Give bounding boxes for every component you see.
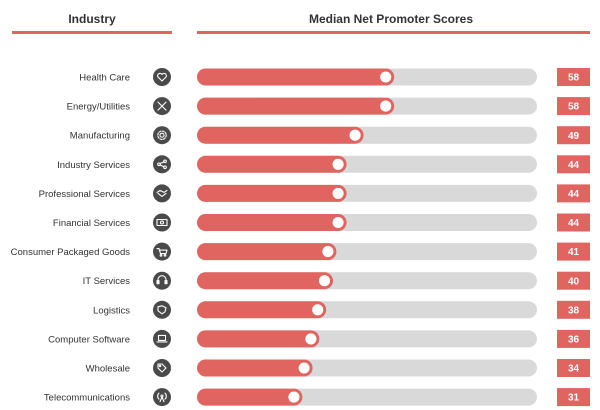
- category-label: Logistics: [93, 305, 130, 316]
- chart-row: Computer Software 36: [48, 329, 590, 348]
- value-box: [557, 300, 590, 319]
- value-box: [557, 359, 590, 377]
- money-bill-icon: [153, 213, 171, 232]
- map-region-icon: [153, 300, 171, 319]
- bar: [197, 155, 347, 173]
- chart-row: Wholesale 34: [86, 359, 590, 377]
- bar: [197, 272, 333, 290]
- value-label: 31: [568, 393, 580, 404]
- bar-knob: [331, 215, 346, 230]
- value-box: [557, 242, 590, 261]
- chart-row: Financial Services 44: [53, 213, 590, 232]
- bar: [197, 126, 364, 144]
- industry-header-rule: [12, 31, 172, 34]
- gear-icon: [153, 126, 171, 145]
- bar-knob: [320, 244, 335, 259]
- scores-header-rule: [197, 31, 590, 34]
- bar: [197, 359, 313, 377]
- handshake-icon: [153, 184, 171, 203]
- bar: [197, 214, 347, 231]
- bar: [197, 388, 303, 406]
- bar: [197, 184, 347, 202]
- category-label: Manufacturing: [70, 131, 130, 142]
- bar-knob: [310, 302, 325, 317]
- value-label: 44: [568, 218, 580, 229]
- chart-row: Energy/Utilities 58: [67, 97, 590, 116]
- chart-row: Manufacturing 49: [70, 126, 590, 145]
- bar-knob: [317, 273, 332, 288]
- value-label: 40: [568, 276, 580, 287]
- chart-row: IT Services 40: [83, 271, 590, 290]
- category-label: Energy/Utilities: [67, 102, 131, 113]
- category-label: Computer Software: [48, 334, 130, 345]
- bar: [197, 330, 320, 348]
- bar: [197, 301, 327, 319]
- bar-knob: [378, 99, 393, 114]
- price-tag-icon: [153, 359, 171, 377]
- bar: [197, 243, 337, 261]
- value-box: [557, 155, 590, 174]
- value-box: [557, 388, 590, 407]
- bar: [197, 97, 395, 115]
- bar: [197, 68, 395, 86]
- shopping-cart-icon: [153, 242, 171, 261]
- value-label: 58: [568, 73, 580, 84]
- bar-knob: [378, 69, 393, 85]
- value-box: [557, 271, 590, 290]
- value-label: 38: [568, 305, 580, 316]
- value-box: [557, 184, 590, 203]
- value-box: [557, 97, 590, 116]
- category-label: Health Care: [79, 73, 130, 84]
- category-label: Financial Services: [53, 218, 130, 229]
- bar-knob: [297, 360, 312, 376]
- value-label: 41: [568, 247, 580, 258]
- value-box: [557, 68, 590, 86]
- tools-icon: [153, 97, 171, 116]
- chart-row: Consumer Packaged Goods 41: [11, 242, 590, 261]
- chart-row: Professional Services 44: [39, 184, 590, 203]
- bar-knob: [348, 128, 363, 143]
- value-label: 34: [568, 364, 580, 375]
- value-label: 58: [568, 102, 580, 113]
- chart-row: Telecommunications 31: [44, 388, 590, 407]
- category-label: Telecommunications: [44, 393, 130, 404]
- category-label: Consumer Packaged Goods: [11, 247, 131, 258]
- antenna-icon: [153, 388, 171, 407]
- chart-row: Industry Services 44: [57, 155, 590, 174]
- value-box: [557, 213, 590, 232]
- share-network-icon: [153, 155, 171, 174]
- chart-row: Logistics 38: [93, 300, 590, 319]
- headset-icon: [153, 271, 171, 290]
- industry-column-header: Industry: [68, 12, 116, 26]
- value-box: [557, 126, 590, 145]
- category-label: Wholesale: [86, 364, 130, 375]
- laptop-icon: [153, 329, 171, 348]
- value-label: 44: [568, 189, 580, 200]
- bar-knob: [286, 390, 301, 405]
- bar-knob: [303, 331, 318, 346]
- category-label: Professional Services: [39, 189, 131, 200]
- chart-row: Health Care 58: [79, 68, 590, 86]
- heart-medical-icon: [153, 68, 171, 86]
- value-label: 49: [568, 131, 580, 142]
- value-label: 44: [568, 160, 580, 171]
- category-label: Industry Services: [57, 160, 130, 171]
- category-label: IT Services: [83, 276, 131, 287]
- bar-knob: [331, 186, 346, 201]
- scores-column-header: Median Net Promoter Scores: [308, 12, 474, 26]
- value-box: [557, 329, 590, 348]
- bar-knob: [331, 157, 346, 172]
- value-label: 36: [568, 335, 580, 346]
